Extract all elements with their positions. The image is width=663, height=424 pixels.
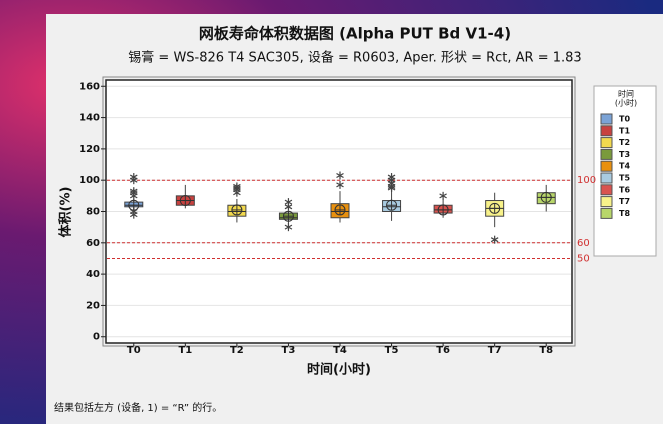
x-tick-label: T5 [385, 345, 399, 356]
chart-subtitle: 锡膏 = WS-826 T4 SAC305, 设备 = R0603, Aper.… [128, 50, 581, 66]
legend-label: T6 [619, 185, 630, 194]
y-tick-label: 40 [86, 269, 100, 280]
legend-title: (小时) [615, 98, 637, 108]
mean-marker [232, 205, 242, 215]
reference-label: 50 [577, 253, 590, 264]
x-tick-label: T4 [333, 345, 347, 356]
x-tick-label: T2 [230, 345, 244, 356]
mean-marker [541, 192, 551, 202]
legend-label: T3 [619, 150, 630, 159]
mean-marker [283, 211, 293, 221]
chart: 网板寿命体积数据图 (Alpha PUT Bd V1-4) 锡膏 = WS-82… [0, 0, 663, 424]
legend-swatch [601, 185, 612, 195]
y-tick-label: 0 [93, 332, 100, 343]
mean-marker [438, 205, 448, 215]
mean-marker [387, 200, 397, 210]
y-axis-label: 体积(%) [58, 187, 74, 238]
chart-title: 网板寿命体积数据图 (Alpha PUT Bd V1-4) [199, 25, 511, 43]
legend-swatch [601, 173, 612, 183]
y-tick-label: 140 [79, 113, 100, 124]
x-tick-label: T6 [436, 345, 450, 356]
legend-label: T8 [619, 209, 630, 218]
legend-swatch [601, 197, 612, 207]
y-tick-label: 100 [79, 175, 100, 186]
x-tick-label: T0 [127, 345, 141, 356]
reference-label: 100 [577, 175, 596, 186]
legend-label: T2 [619, 138, 630, 147]
y-tick-label: 60 [86, 238, 100, 249]
legend-label: T7 [619, 197, 630, 206]
mean-marker [490, 203, 500, 213]
legend-swatch [601, 126, 612, 136]
legend-label: T0 [619, 115, 630, 124]
x-tick-label: T1 [178, 345, 192, 356]
legend-label: T4 [619, 162, 630, 171]
legend-label: T5 [619, 174, 630, 183]
mean-marker [180, 196, 190, 206]
y-tick-label: 160 [79, 81, 100, 92]
y-tick-label: 120 [79, 144, 100, 155]
legend-swatch [601, 161, 612, 171]
y-tick-label: 20 [86, 300, 100, 311]
legend-swatch [601, 149, 612, 159]
legend-swatch [601, 208, 612, 218]
footnote: 结果包括左方 (设备, 1) = “R” 的行。 [54, 401, 222, 414]
legend-swatch [601, 114, 612, 124]
legend-swatch [601, 138, 612, 148]
y-tick-label: 80 [86, 207, 100, 218]
x-tick-label: T3 [282, 345, 296, 356]
mean-marker [335, 205, 345, 215]
x-tick-label: T8 [539, 345, 553, 356]
reference-label: 60 [577, 238, 590, 249]
legend-label: T1 [619, 126, 630, 135]
x-tick-label: T7 [488, 345, 502, 356]
legend-title: 时间 [618, 89, 634, 99]
x-axis-label: 时间(小时) [307, 362, 371, 378]
